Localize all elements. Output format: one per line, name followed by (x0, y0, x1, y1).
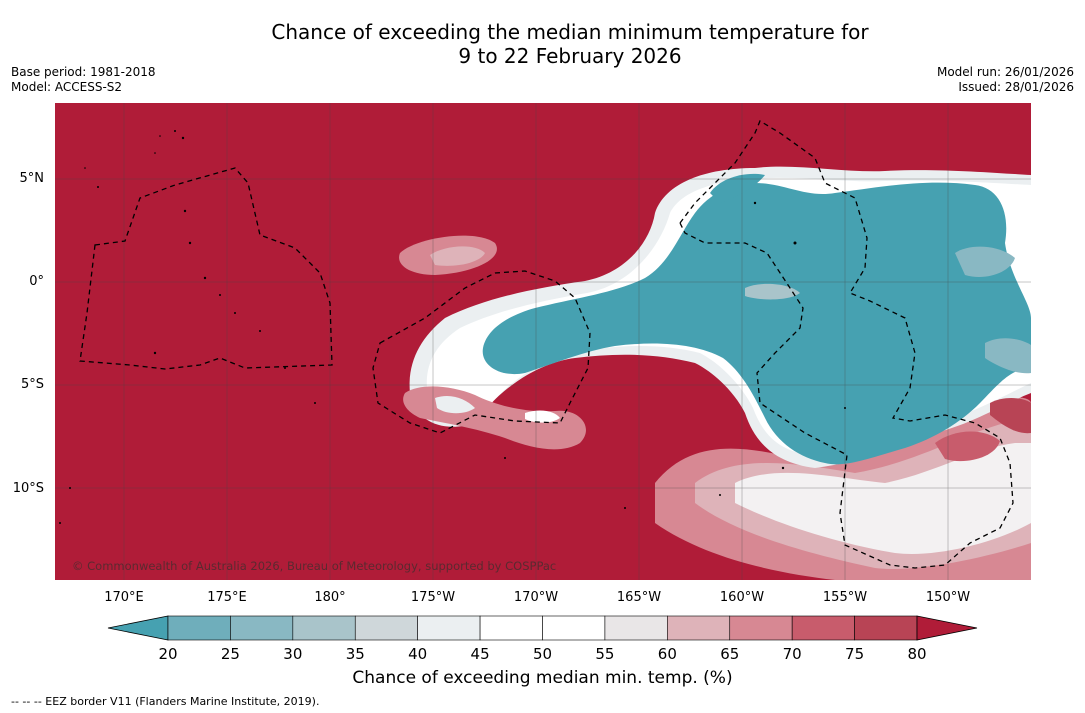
colorbar-segment (230, 615, 294, 641)
islands (59, 130, 846, 524)
southeast-red-blob-2 (990, 398, 1031, 434)
lat-label: 5°S (20, 377, 44, 392)
colorbar-segment (542, 615, 606, 641)
lat-label: 10°S (12, 481, 44, 496)
lon-label: 175°E (207, 590, 247, 605)
chart-title: Chance of exceeding the median minimum t… (0, 20, 1085, 68)
southeast-red-blob (935, 431, 1000, 462)
colorbar-tick-label: 55 (595, 645, 615, 663)
probability-map (55, 103, 1031, 580)
colorbar-tick-label: 60 (657, 645, 677, 663)
graticule (55, 103, 1031, 580)
issued-date: Issued: 28/01/2026 (958, 80, 1074, 94)
colorbar-high-arrow (916, 615, 978, 641)
lat-label: 0° (29, 274, 44, 289)
colorbar-tick-label: 75 (845, 645, 865, 663)
lon-label: 170°W (513, 590, 559, 605)
colorbar-segment (479, 615, 543, 641)
cool-pocket-east (955, 246, 1015, 278)
model-name: Model: ACCESS-S2 (11, 80, 123, 94)
colorbar-segment (604, 615, 668, 641)
meta-left: Base period: 1981-2018 Model: ACCESS-S2 (11, 65, 156, 95)
base-period: Base period: 1981-2018 (11, 65, 156, 79)
colorbar-tick-label: 35 (345, 645, 365, 663)
southeast-white-band (735, 443, 1031, 554)
colorbar-tick-label: 80 (907, 645, 927, 663)
samoa-light-patch (435, 396, 475, 414)
lon-label: 160°W (719, 590, 765, 605)
colorbar-title: Chance of exceeding median min. temp. (%… (352, 668, 733, 688)
meta-right: Model run: 26/01/2026 Issued: 28/01/2026 (937, 65, 1074, 95)
eez-kiribati-gilbert (79, 167, 333, 370)
colorbar-segment (791, 615, 855, 641)
title-line-2: 9 to 22 February 2026 (458, 44, 682, 68)
samoa-white-patch (525, 410, 560, 423)
eez-borders (79, 120, 1014, 569)
cool-region-main (482, 182, 1031, 465)
colorbar-low-arrow (107, 615, 169, 641)
colorbar-segment (292, 615, 356, 641)
lat-label: 5°N (19, 171, 45, 186)
colorbar (107, 615, 978, 641)
colorbar-tick-label: 70 (782, 645, 802, 663)
lon-label: 165°W (616, 590, 662, 605)
credit-text: © Commonwealth of Australia 2026, Bureau… (72, 559, 557, 573)
colorbar-tick-label: 40 (408, 645, 428, 663)
lon-label: 170°E (104, 590, 144, 605)
eez-line-islands (679, 120, 1014, 569)
colorbar-segment (854, 615, 918, 641)
model-run: Model run: 26/01/2026 (936, 65, 1074, 79)
colorbar-segment (729, 615, 793, 641)
colorbar-tick-label: 50 (532, 645, 553, 663)
west-light-patch (430, 246, 485, 266)
cool-pocket-east-2 (985, 338, 1031, 374)
colorbar-segment (167, 615, 231, 641)
cool-pocket-south (745, 283, 800, 300)
colorbar-segments (167, 615, 918, 641)
lon-label: 150°W (925, 590, 971, 605)
colorbar-segment (417, 615, 481, 641)
colorbar-tick-label: 20 (158, 645, 178, 663)
lon-label: 175°W (410, 590, 456, 605)
lon-label: 180° (314, 590, 346, 605)
eez-note: -- -- -- EEZ border V11 (Flanders Marine… (11, 695, 320, 708)
colorbar-segment (354, 615, 418, 641)
colorbar-tick-label: 25 (220, 645, 240, 663)
colorbar-segment (667, 615, 731, 641)
colorbar-tick-label: 65 (720, 645, 740, 663)
colorbar-tick-label: 45 (470, 645, 490, 663)
eez-tokelau (372, 270, 591, 434)
colorbar-tick-label: 30 (283, 645, 303, 663)
lon-label: 155°W (822, 590, 868, 605)
cool-region-north-extension (710, 173, 765, 203)
title-line-1: Chance of exceeding the median minimum t… (271, 20, 869, 44)
